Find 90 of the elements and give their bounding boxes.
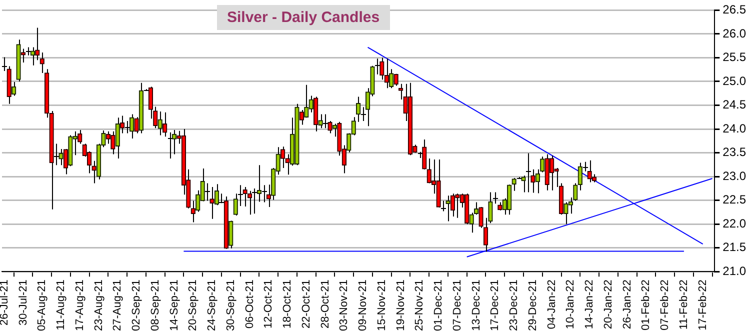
y-tick-label: 21.0: [722, 264, 746, 278]
candlestick: [440, 200, 446, 212]
candlestick: [115, 117, 120, 160]
candlestick: [210, 186, 214, 220]
x-tick-label: 25-Nov-21: [414, 280, 426, 331]
candlestick: [322, 114, 328, 129]
x-tick-label: 11-Aug-21: [55, 280, 68, 330]
candlestick: [63, 148, 68, 175]
x-tick-label: 01-Dec-21: [432, 280, 445, 331]
candlestick: [20, 48, 26, 63]
y-tick-label: 25.0: [722, 74, 746, 88]
x-tick-label: 07-Dec-21: [451, 280, 464, 331]
y-tick-label: 22.0: [722, 216, 746, 230]
x-tick-label: 19-Nov-21: [394, 280, 407, 331]
candlestick: [218, 193, 224, 204]
candlestick: [172, 129, 177, 155]
candlestick: [2, 56, 8, 72]
candlestick: [134, 116, 139, 134]
x-tick-label: 12-Oct-21: [262, 280, 275, 329]
candlestick: [332, 123, 338, 138]
candlestick: [252, 188, 258, 214]
candlestick: [54, 143, 60, 166]
y-tick-label: 25.5: [722, 50, 746, 64]
x-tick-label: 07-Feb-22: [659, 280, 672, 330]
x-tick-label: 04-Jan-22: [546, 280, 558, 330]
candlestick: [190, 200, 196, 223]
y-tick-label: 26.0: [722, 26, 746, 40]
x-tick-label: 17-Aug-21: [74, 280, 86, 332]
x-tick-label: 15-Nov-21: [376, 280, 388, 331]
candlestick: [521, 175, 526, 193]
x-tick-label: 01-Feb-22: [640, 280, 652, 330]
x-tick-label: 14-Sep-21: [168, 280, 180, 332]
x-tick-label: 18-Oct-21: [282, 280, 294, 329]
x-tick-label: 24-Sep-21: [206, 280, 218, 332]
candlestick: [483, 217, 488, 252]
candlestick: [129, 114, 134, 140]
candlestick: [204, 182, 210, 202]
candlestick: [582, 161, 588, 172]
y-tick-label: 24.5: [722, 98, 746, 112]
y-tick-label: 23.0: [722, 168, 746, 183]
candlestick: [549, 155, 554, 191]
candlestick: [446, 195, 450, 222]
candlestick: [78, 129, 82, 144]
y-tick-label: 24.0: [722, 121, 746, 136]
candlestick: [30, 46, 36, 66]
y-tick-label: 26.5: [722, 2, 746, 17]
x-tick-label: 20-Jan-22: [602, 280, 614, 330]
x-tick-label: 17-Feb-22: [696, 280, 709, 330]
candlestick: [384, 58, 389, 89]
candlestick: [124, 120, 130, 134]
candlestick: [11, 81, 16, 96]
candlestick: [299, 110, 304, 126]
candlestick: [526, 152, 532, 193]
y-tick-label: 23.5: [722, 145, 746, 160]
x-tick-label: 29-Dec-21: [526, 280, 539, 331]
x-tick-label: 06-Oct-21: [244, 280, 256, 329]
candlestick: [262, 184, 268, 203]
candlestick: [450, 193, 456, 217]
x-tick-label: 28-Oct-21: [319, 280, 332, 329]
x-tick-label: 20-Sep-21: [187, 280, 200, 332]
x-tick-label: 30-Jul-21: [17, 280, 30, 326]
y-tick-label: 21.5: [722, 240, 746, 254]
x-tick-label: 11-Feb-22: [678, 280, 690, 330]
x-tick-label: 22-Oct-21: [300, 280, 312, 329]
candlestick: [162, 112, 168, 138]
candlestick: [422, 138, 427, 170]
x-tick-label: 02-Sep-21: [130, 280, 143, 332]
x-tick-label: 05-Aug-21: [36, 280, 48, 332]
x-tick-label: 08-Sep-21: [149, 280, 162, 332]
candlestick: [512, 177, 516, 192]
candlestick: [530, 168, 536, 194]
y-tick-label: 22.5: [722, 192, 746, 207]
x-tick-label: 23-Dec-21: [508, 280, 520, 331]
x-tick-label: 13-Dec-21: [470, 280, 482, 331]
candlestick: [360, 106, 366, 122]
candlestick: [228, 220, 234, 249]
x-tick-label: 10-Jan-22: [564, 280, 577, 330]
x-tick-label: 09-Nov-21: [357, 280, 370, 331]
x-tick-label: 27-Aug-21: [112, 280, 124, 332]
candlestick: [374, 58, 380, 75]
chart-title: Silver - Daily Candles: [217, 5, 390, 30]
x-tick-label: 14-Jan-22: [584, 280, 596, 330]
x-tick-label: 30-Sep-21: [224, 280, 237, 332]
candlestick: [158, 110, 162, 136]
x-tick-label: 03-Nov-21: [338, 280, 350, 331]
candlestick: [492, 192, 498, 204]
x-tick-label: 26-Jan-22: [621, 280, 634, 330]
x-tick-label: 17-Dec-21: [489, 280, 502, 331]
x-tick-label: 23-Aug-21: [92, 280, 105, 332]
candlestick: [92, 160, 96, 184]
